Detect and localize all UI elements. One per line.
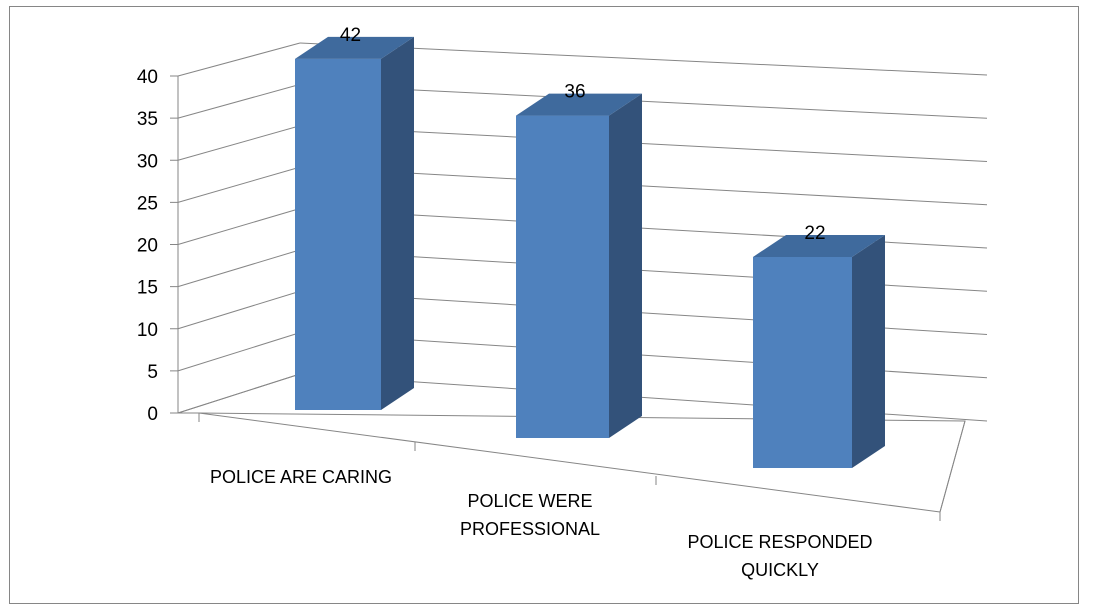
bar-side [852, 234, 885, 468]
y-axis-ticks: 0 5 10 15 20 25 30 35 40 [137, 67, 158, 425]
gridline-left-wall [177, 373, 301, 414]
data-label: 22 [804, 223, 825, 244]
bar-top [516, 93, 642, 116]
x-tick-label: POLICE WERE PROFESSIONAL [460, 491, 600, 539]
bar-top [753, 234, 885, 257]
bar-side [609, 93, 642, 438]
gridline-back-wall [299, 166, 988, 206]
gridline-back-wall [299, 42, 988, 76]
x-tick-label: POLICE RESPONDED QUICKLY [687, 532, 872, 580]
y-tick-label: 0 [147, 404, 158, 425]
x-axis-labels: POLICE ARE CARING POLICE WERE PROFESSIONAL… [210, 467, 873, 580]
floor-front-edge [198, 412, 941, 513]
gridline-left-wall [177, 332, 301, 372]
y-tick-label: 20 [137, 236, 158, 257]
bar [516, 115, 609, 438]
gridline-left-wall [177, 125, 301, 161]
chart-bars [295, 36, 885, 468]
gridline-left-wall [177, 83, 301, 119]
x-tick-label: POLICE ARE CARING [210, 467, 392, 487]
gridline-left-wall [177, 249, 301, 288]
y-tick-label: 25 [137, 193, 158, 214]
y-tick-label: 10 [137, 320, 158, 341]
gridline-back-wall [299, 125, 988, 162]
bar-top [295, 36, 414, 59]
data-label: 36 [564, 82, 585, 103]
y-tick-label: 15 [137, 278, 158, 299]
gridline-left-wall [177, 208, 301, 245]
gridline-left-wall [177, 42, 301, 77]
y-tick-label: 5 [147, 362, 158, 383]
bar-side [381, 36, 414, 410]
gridline-left-wall [177, 290, 301, 330]
data-label: 42 [340, 25, 361, 46]
bar [295, 58, 381, 410]
floor-right-side [939, 420, 966, 513]
y-tick-label: 40 [137, 67, 158, 88]
y-tick-label: 35 [137, 109, 158, 130]
data-labels: 42 36 22 [340, 25, 826, 244]
gridline-left-wall [177, 166, 301, 203]
bar [753, 256, 852, 468]
y-tick-label: 30 [137, 151, 158, 172]
gridline-back-wall [299, 83, 988, 119]
